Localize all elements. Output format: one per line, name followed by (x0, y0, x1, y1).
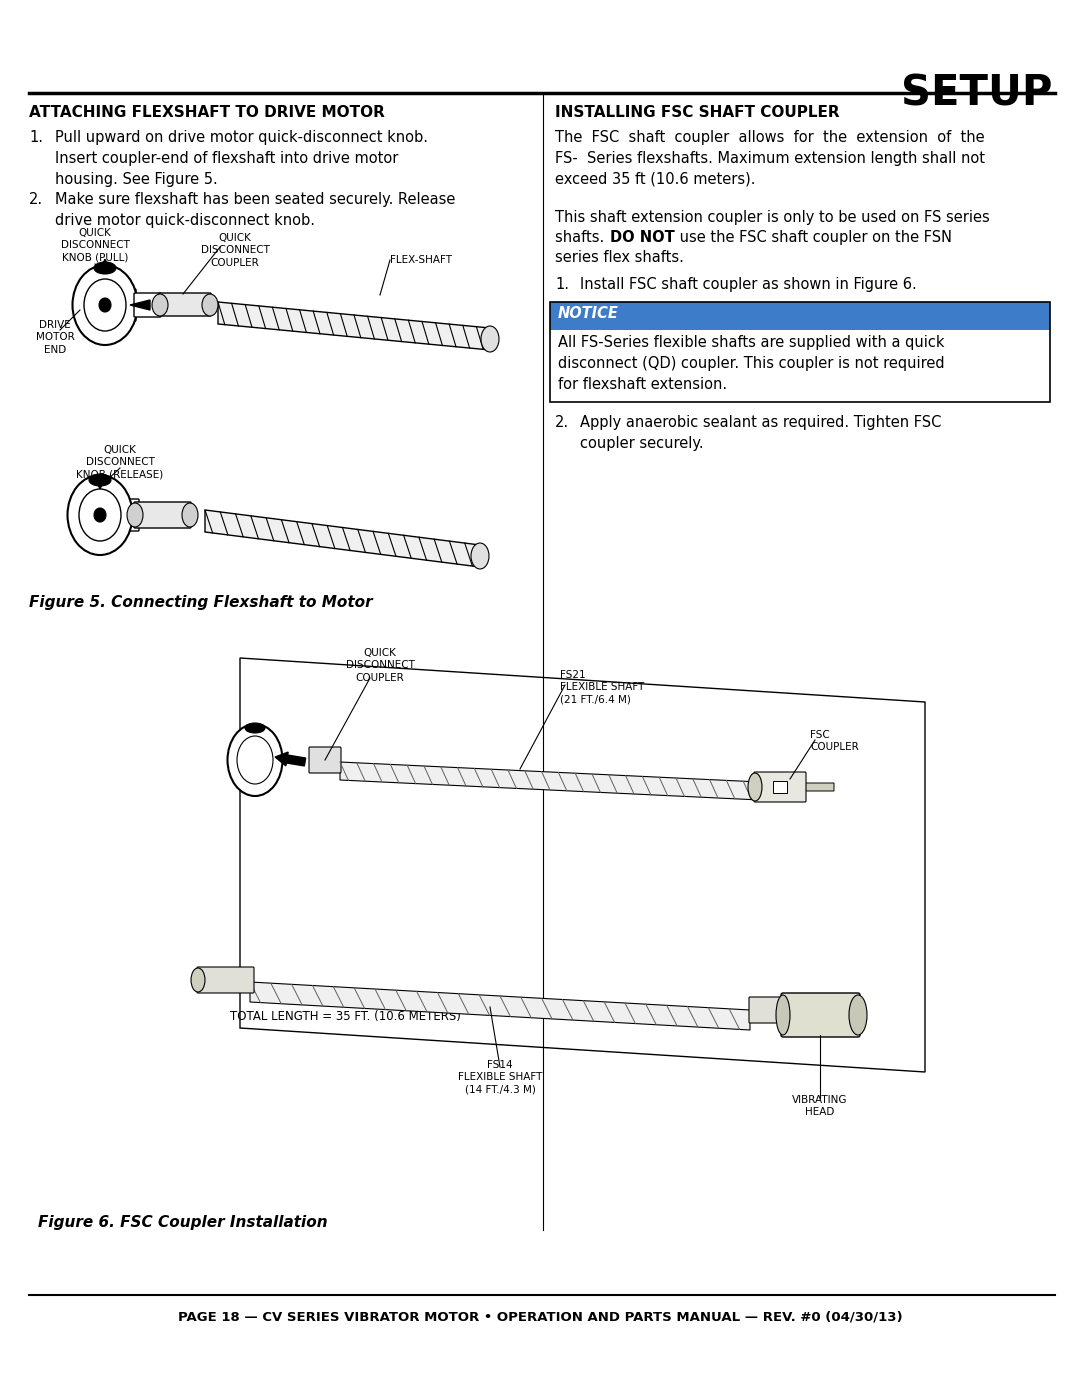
Ellipse shape (183, 503, 198, 527)
Polygon shape (340, 761, 760, 800)
Text: Make sure flexshaft has been seated securely. Release
drive motor quick-disconne: Make sure flexshaft has been seated secu… (55, 191, 456, 228)
Text: NOTICE: NOTICE (558, 306, 619, 321)
Bar (550, 302, 1050, 402)
Text: FS14
FLEXIBLE SHAFT
(14 FT./4.3 M): FS14 FLEXIBLE SHAFT (14 FT./4.3 M) (458, 1060, 542, 1095)
FancyBboxPatch shape (197, 967, 254, 993)
Text: DO NOT: DO NOT (610, 231, 675, 244)
Ellipse shape (84, 279, 126, 331)
Text: QUICK
DISCONNECT
KNOB (PULL): QUICK DISCONNECT KNOB (PULL) (60, 228, 130, 263)
Text: QUICK
DISCONNECT
COUPLER: QUICK DISCONNECT COUPLER (201, 233, 269, 268)
FancyBboxPatch shape (309, 747, 341, 773)
Bar (550, 302, 1050, 330)
Ellipse shape (127, 503, 143, 527)
Text: QUICK
DISCONNECT
KNOB (RELEASE): QUICK DISCONNECT KNOB (RELEASE) (77, 446, 164, 479)
Ellipse shape (152, 293, 168, 316)
Ellipse shape (79, 489, 121, 541)
Text: Figure 6. FSC Coupler Installation: Figure 6. FSC Coupler Installation (38, 1215, 327, 1229)
Ellipse shape (202, 293, 218, 316)
Polygon shape (130, 300, 150, 310)
Text: QUICK
DISCONNECT
COUPLER: QUICK DISCONNECT COUPLER (346, 648, 415, 683)
FancyBboxPatch shape (754, 773, 806, 802)
Ellipse shape (94, 263, 116, 274)
Text: DRIVE
MOTOR
END: DRIVE MOTOR END (36, 320, 75, 355)
FancyBboxPatch shape (104, 289, 136, 321)
Text: ATTACHING FLEXSHAFT TO DRIVE MOTOR: ATTACHING FLEXSHAFT TO DRIVE MOTOR (29, 105, 384, 120)
Text: series flex shafts.: series flex shafts. (555, 250, 684, 265)
Ellipse shape (471, 543, 489, 569)
Ellipse shape (245, 724, 265, 733)
Ellipse shape (67, 475, 133, 555)
Text: 1.: 1. (555, 277, 569, 292)
Text: INSTALLING FSC SHAFT COUPLER: INSTALLING FSC SHAFT COUPLER (555, 105, 839, 120)
FancyBboxPatch shape (804, 782, 834, 791)
Bar (550, 330, 1050, 402)
FancyArrow shape (275, 752, 306, 766)
Text: FLEX-SHAFT: FLEX-SHAFT (390, 256, 453, 265)
Text: 2.: 2. (29, 191, 43, 207)
Text: Apply anaerobic sealant as required. Tighten FSC
coupler securely.: Apply anaerobic sealant as required. Tig… (580, 415, 942, 451)
Text: TOTAL LENGTH = 35 FT. (10.6 METERS): TOTAL LENGTH = 35 FT. (10.6 METERS) (230, 1010, 461, 1023)
FancyBboxPatch shape (159, 293, 211, 316)
Ellipse shape (89, 474, 111, 486)
Text: shafts.: shafts. (555, 231, 609, 244)
Ellipse shape (777, 995, 789, 1035)
FancyBboxPatch shape (134, 502, 191, 528)
Ellipse shape (849, 995, 867, 1035)
FancyBboxPatch shape (99, 499, 139, 531)
Text: Install FSC shaft coupler as shown in Figure 6.: Install FSC shaft coupler as shown in Fi… (580, 277, 917, 292)
Text: use the FSC shaft coupler on the FSN: use the FSC shaft coupler on the FSN (675, 231, 951, 244)
Polygon shape (205, 510, 480, 567)
FancyBboxPatch shape (781, 993, 860, 1037)
Ellipse shape (237, 736, 273, 784)
Ellipse shape (99, 298, 111, 312)
Text: 2.: 2. (555, 415, 569, 430)
Text: 1.: 1. (29, 130, 43, 145)
Text: The  FSC  shaft  coupler  allows  for  the  extension  of  the
FS-  Series flexs: The FSC shaft coupler allows for the ext… (555, 130, 985, 187)
Ellipse shape (94, 509, 106, 522)
Text: VIBRATING
HEAD: VIBRATING HEAD (793, 1095, 848, 1118)
Text: PAGE 18 — CV SERIES VIBRATOR MOTOR • OPERATION AND PARTS MANUAL — REV. #0 (04/30: PAGE 18 — CV SERIES VIBRATOR MOTOR • OPE… (178, 1310, 902, 1323)
Ellipse shape (191, 968, 205, 992)
Text: SETUP: SETUP (901, 73, 1052, 115)
Bar (773, 781, 787, 793)
Polygon shape (218, 302, 490, 351)
Ellipse shape (481, 326, 499, 352)
Text: FS21
FLEXIBLE SHAFT
(21 FT./6.4 M): FS21 FLEXIBLE SHAFT (21 FT./6.4 M) (561, 671, 645, 705)
FancyBboxPatch shape (134, 293, 161, 317)
Polygon shape (240, 658, 924, 1071)
Text: This shaft extension coupler is only to be used on FS series: This shaft extension coupler is only to … (555, 210, 989, 225)
Ellipse shape (748, 773, 762, 800)
Text: Figure 5. Connecting Flexshaft to Motor: Figure 5. Connecting Flexshaft to Motor (29, 595, 373, 610)
Text: All FS-Series flexible shafts are supplied with a quick
disconnect (QD) coupler.: All FS-Series flexible shafts are suppli… (558, 335, 945, 393)
Ellipse shape (72, 265, 137, 345)
Ellipse shape (228, 724, 283, 796)
Text: FSC
COUPLER: FSC COUPLER (810, 731, 859, 753)
FancyBboxPatch shape (750, 997, 786, 1023)
Polygon shape (249, 982, 750, 1030)
Text: Pull upward on drive motor quick-disconnect knob.
Insert coupler-end of flexshaf: Pull upward on drive motor quick-disconn… (55, 130, 428, 187)
